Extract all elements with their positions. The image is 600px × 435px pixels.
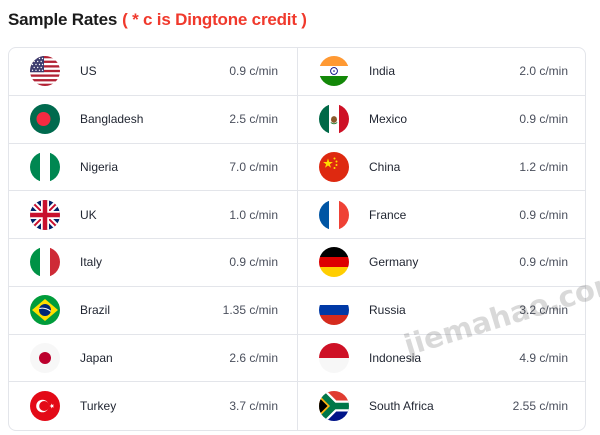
japan-flag-icon [30,342,60,373]
rate-row: Indonesia 4.9 c/min [298,335,585,383]
country-name: Turkey [80,399,117,414]
rate-value: 0.9 c/min [519,207,568,222]
rate-value: 2.6 c/min [229,350,278,365]
italy-flag-icon [30,247,60,278]
rate-row: China 1.2 c/min [298,144,585,192]
country-name: UK [80,207,97,222]
rate-row: Italy 0.9 c/min [9,239,298,287]
rate-row: Brazil 1.35 c/min [9,286,298,335]
country-name: China [369,159,401,174]
rate-value: 2.5 c/min [229,112,278,127]
country-name: Japan [80,350,113,365]
country-name: South Africa [369,399,434,414]
nigeria-flag-icon [30,151,60,182]
rate-value: 0.9 c/min [519,112,568,127]
country-name: Indonesia [369,350,422,365]
rate-row: South Africa 2.55 c/min [298,382,585,430]
rate-value: 1.35 c/min [222,303,278,318]
rate-row: Bangladesh 2.5 c/min [9,95,298,144]
rate-row: India 2.0 c/min [298,48,585,96]
rate-value: 4.9 c/min [519,350,568,365]
rates-table: US 0.9 c/min India 2.0 c/min Bangladesh … [8,47,586,431]
rate-value: 0.9 c/min [229,64,278,79]
country-name: Nigeria [80,159,119,174]
russia-flag-icon [319,295,349,326]
country-name: India [369,64,396,79]
rate-row: Nigeria 7.0 c/min [9,143,298,192]
rate-value: 7.0 c/min [229,159,278,174]
rate-value: 3.7 c/min [229,399,278,414]
rate-value: 0.9 c/min [229,255,278,270]
rate-value: 3.2 c/min [519,303,568,318]
germany-flag-icon [319,247,349,278]
rate-row: US 0.9 c/min [9,48,298,96]
us-flag-icon [30,56,60,87]
south-africa-flag-icon [319,391,349,422]
country-name: Mexico [369,112,408,127]
uk-flag-icon [30,199,60,230]
rate-value: 0.9 c/min [519,255,568,270]
credit-note: ( * c is Dingtone credit ) [122,10,307,29]
rate-row: Russia 3.2 c/min [298,287,585,335]
rate-value: 1.0 c/min [229,207,278,222]
country-name: Brazil [80,303,111,318]
india-flag-icon [319,56,349,87]
page-header: Sample Rates ( * c is Dingtone credit ) [8,8,307,32]
brazil-flag-icon [30,295,60,326]
rate-value: 2.55 c/min [512,399,568,414]
rate-row: Japan 2.6 c/min [9,334,298,383]
rate-value: 1.2 c/min [519,159,568,174]
country-name: France [369,207,407,222]
rate-value: 2.0 c/min [519,64,568,79]
france-flag-icon [319,199,349,230]
rate-row: UK 1.0 c/min [9,191,298,239]
page-title: Sample Rates [8,10,118,29]
country-name: Russia [369,303,406,318]
country-name: Germany [369,255,419,270]
rate-row: France 0.9 c/min [298,191,585,239]
country-name: Italy [80,255,103,270]
rate-row: Mexico 0.9 c/min [298,96,585,144]
rate-row: Turkey 3.7 c/min [9,382,298,430]
country-name: US [80,64,97,79]
china-flag-icon [319,151,349,182]
indonesia-flag-icon [319,342,349,373]
turkey-flag-icon [30,391,60,422]
bangladesh-flag-icon [30,104,60,135]
country-name: Bangladesh [80,112,144,127]
mexico-flag-icon [319,104,349,135]
rate-row: Germany 0.9 c/min [298,239,585,287]
